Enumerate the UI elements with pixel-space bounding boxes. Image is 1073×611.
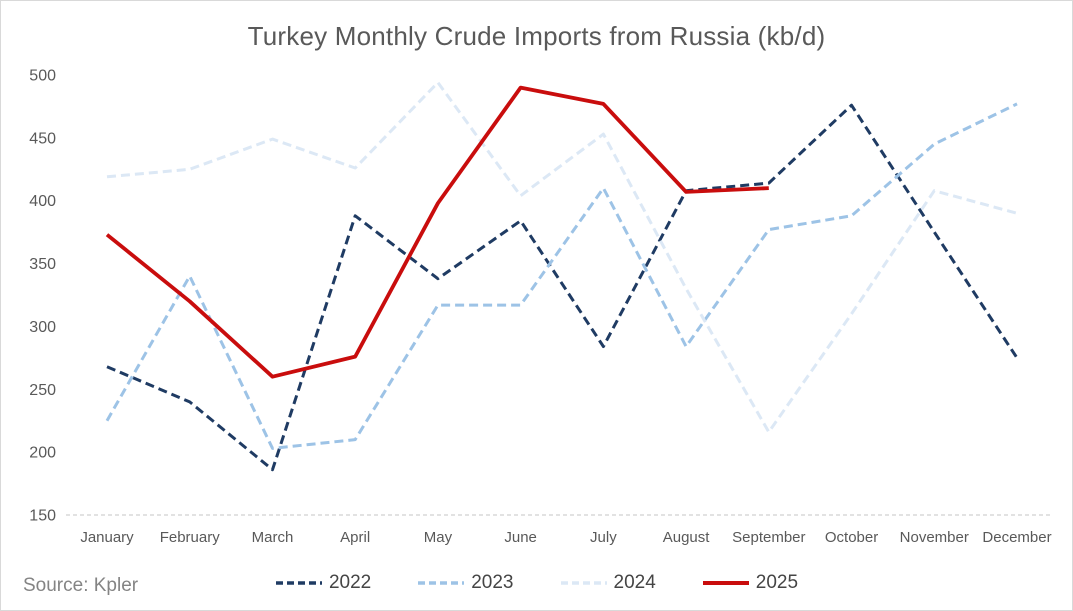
x-tick-label: April [340,529,370,546]
legend-swatch-2024 [560,581,607,585]
x-tick-label: September [732,529,805,546]
series-line-2024 [106,81,1018,434]
y-tick-label: 250 [29,382,56,399]
series-line-2025 [105,85,769,379]
legend-label-2024: 2024 [613,572,656,593]
legend: 2022 2023 2024 2025 [1,567,1072,599]
y-tick-label: 150 [29,508,56,525]
y-tick-label: 200 [29,445,56,462]
legend-label-2025: 2025 [755,572,799,593]
series-line-2023 [105,102,1018,450]
x-tick-label: May [424,529,453,546]
x-tick-label: November [900,529,969,546]
legend-item-2025: 2025 [702,572,798,594]
plot-area: 150 200 250 300 350 400 450 500 January February M… [29,68,1051,547]
x-tick-label: August [663,529,711,546]
y-tick-label: 350 [29,256,56,273]
x-tick-label: March [252,529,294,546]
legend-label-2023: 2023 [471,572,514,593]
y-tick-label: 500 [29,68,56,85]
source-note: Source: Kpler [23,575,139,596]
x-tick-label: January [80,529,134,546]
legend-item-2023: 2023 [417,572,514,594]
legend-label-2022: 2022 [328,572,372,593]
legend-item-2022: 2022 [275,572,371,594]
x-tick-label: December [982,529,1051,546]
y-tick-label: 400 [29,193,56,210]
legend-item-2024: 2024 [560,572,656,594]
legend-swatch-2023 [418,581,465,585]
x-tick-label: July [590,529,617,546]
chart-title: Turkey Monthly Crude Imports from Russia… [247,21,826,51]
legend-swatch-2025 [702,581,749,585]
x-tick-label: June [504,529,537,546]
x-tick-label: October [825,529,878,546]
x-tick-label: February [160,529,221,546]
y-tick-label: 450 [29,130,56,147]
legend-swatch-2022 [275,581,322,585]
series-line-2022 [106,103,1019,472]
y-tick-label: 300 [29,319,56,336]
